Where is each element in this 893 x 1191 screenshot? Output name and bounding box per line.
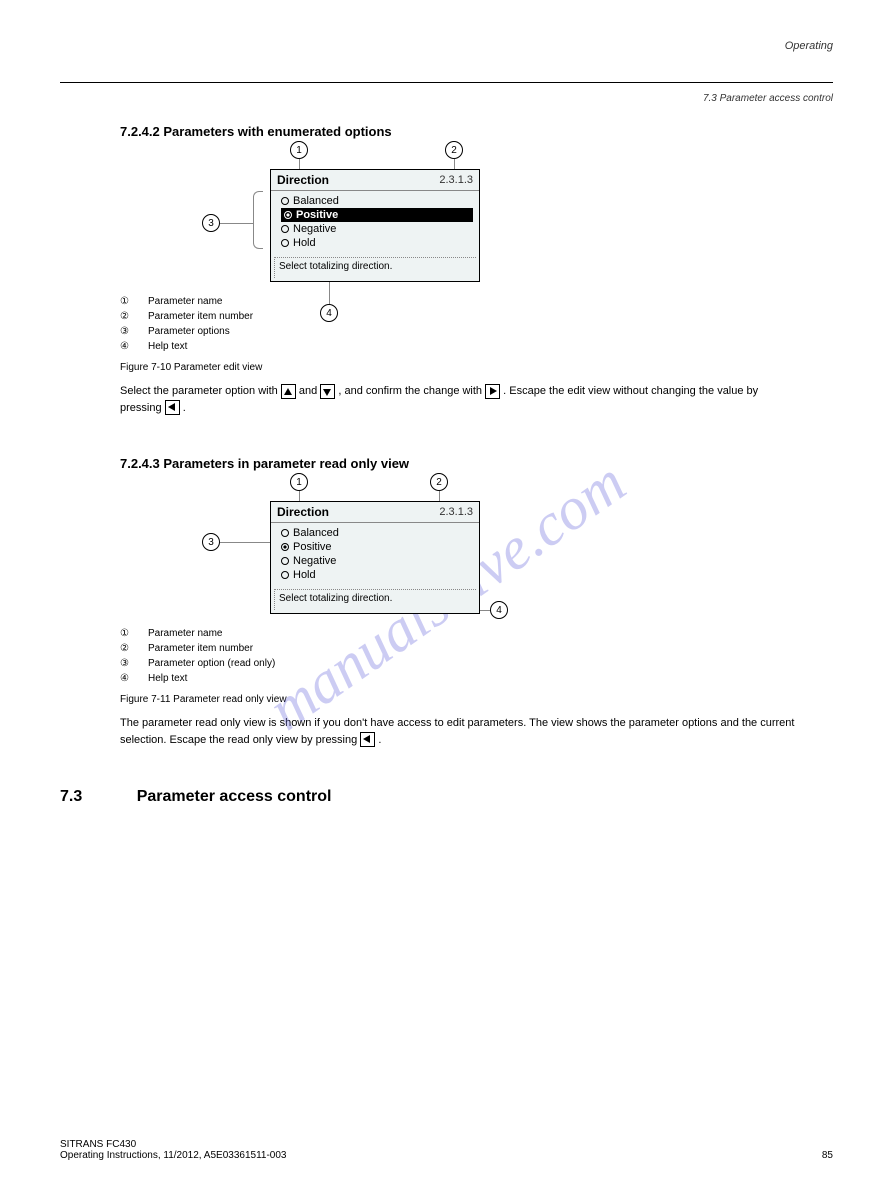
left-icon-2: [360, 732, 375, 747]
section3-title: Parameter access control: [137, 788, 332, 805]
opt-positive-ro: Positive: [281, 540, 473, 554]
callout-3: 3: [202, 214, 220, 232]
dialog-id-ro: 2.3.1.3: [439, 506, 473, 518]
opt-hold[interactable]: Hold: [281, 236, 473, 250]
body-text-1: Select the parameter option with and , a…: [120, 383, 800, 416]
callout-1: 1: [290, 141, 308, 159]
dialog-readonly-wrap: 1 2 3 4 Direction 2.3.1.3 Balanced Posit…: [220, 501, 560, 614]
opt-positive[interactable]: Positive: [281, 208, 473, 222]
down-icon: [320, 384, 335, 399]
legend-1: ①Parameter name ②Parameter item number ③…: [120, 294, 833, 354]
dialog-help-ro: Select totalizing direction.: [274, 589, 476, 610]
section-title-2: 7.2.4.3 Parameters in parameter read onl…: [120, 456, 833, 471]
dialog-edit: Direction 2.3.1.3 Balanced Positive Nega…: [270, 169, 480, 282]
legend-2: ①Parameter name ②Parameter item number ③…: [120, 626, 833, 686]
callout-4: 4: [320, 304, 338, 322]
header-rule: [60, 82, 833, 83]
dialog-title-ro: Direction: [277, 505, 329, 519]
page-subheader: 7.3 Parameter access control: [60, 93, 833, 104]
dialog-title: Direction: [277, 173, 329, 187]
dialog-help: Select totalizing direction.: [274, 257, 476, 278]
fig-caption-1: Figure 7-10 Parameter edit view: [120, 362, 833, 373]
callout-2: 2: [445, 141, 463, 159]
callout-2b: 2: [430, 473, 448, 491]
body-text-2: The parameter read only view is shown if…: [120, 715, 800, 748]
callout-3b: 3: [202, 533, 220, 551]
section3-num: 7.3: [60, 788, 82, 805]
dialog-edit-wrap: 1 2 3 4 Direction 2.3.1.3 Balanced Posit…: [220, 169, 560, 282]
dialog-readonly: Direction 2.3.1.3 Balanced Positive Nega…: [270, 501, 480, 614]
opt-negative[interactable]: Negative: [281, 222, 473, 236]
opt-balanced-ro: Balanced: [281, 526, 473, 540]
up-icon: [281, 384, 296, 399]
page-header: Operating: [60, 40, 833, 52]
opt-balanced[interactable]: Balanced: [281, 194, 473, 208]
callout-4b: 4: [490, 601, 508, 619]
dialog-id: 2.3.1.3: [439, 174, 473, 186]
page-footer: SITRANS FC430 Operating Instructions, 11…: [60, 1139, 833, 1161]
section-title-1: 7.2.4.2 Parameters with enumerated optio…: [120, 124, 833, 139]
callout-1b: 1: [290, 473, 308, 491]
opt-negative-ro: Negative: [281, 554, 473, 568]
right-icon: [485, 384, 500, 399]
left-icon: [165, 400, 180, 415]
opt-hold-ro: Hold: [281, 568, 473, 582]
fig-caption-2: Figure 7-11 Parameter read only view: [120, 694, 833, 705]
